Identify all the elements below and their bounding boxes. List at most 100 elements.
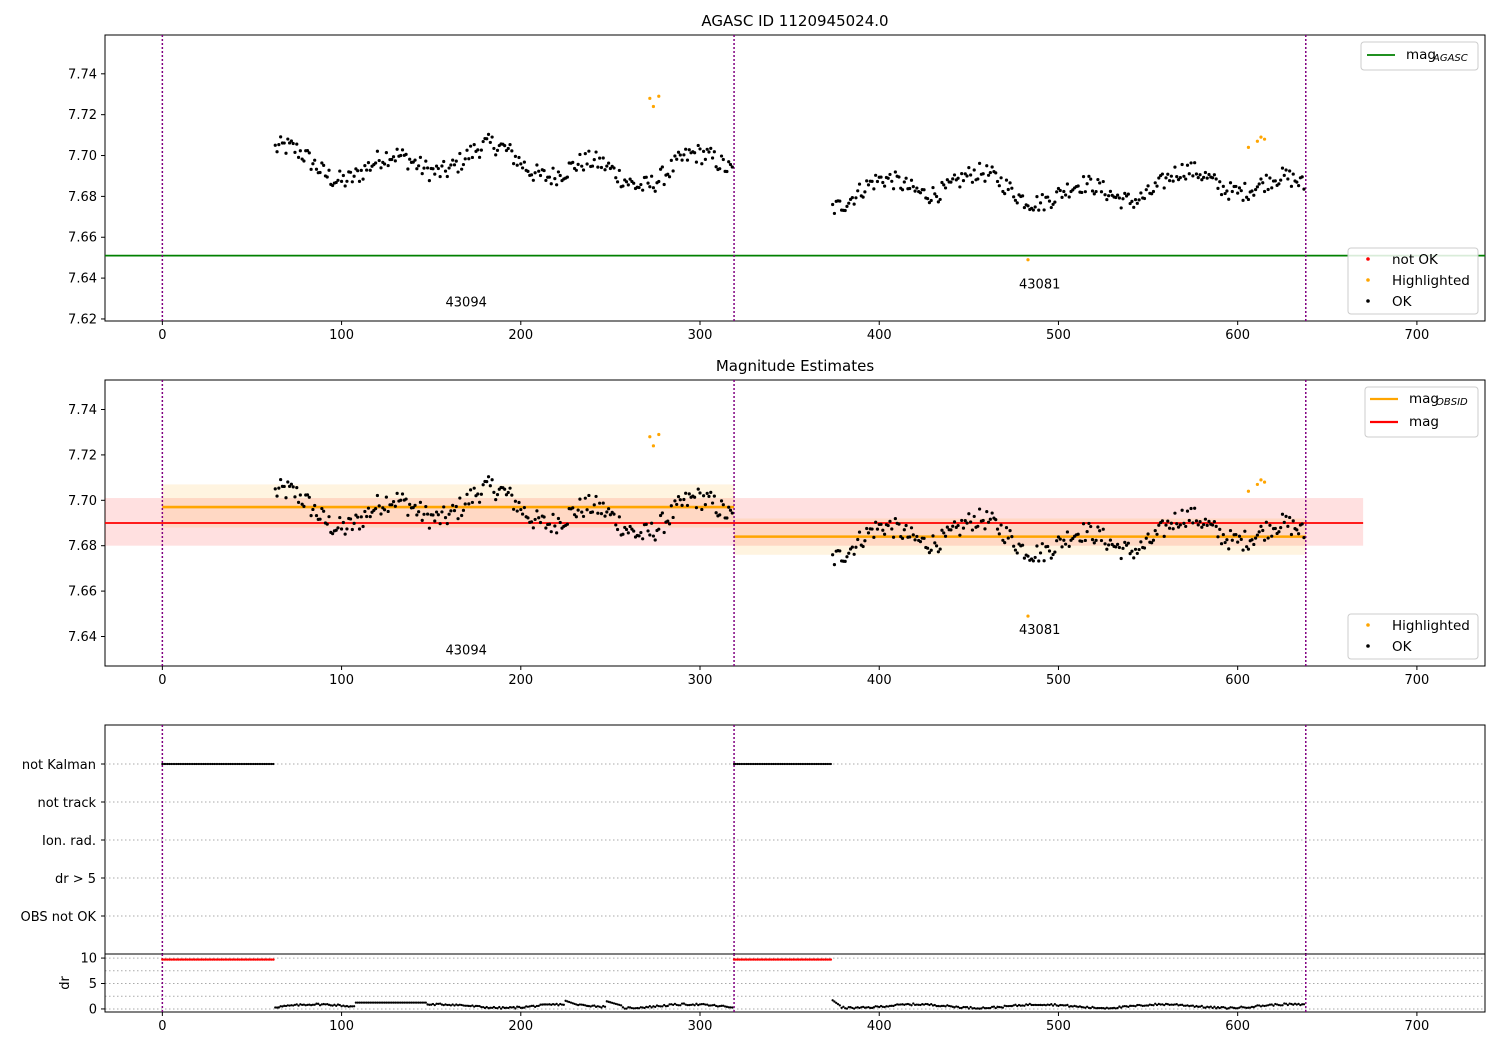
dr-point: [1266, 1004, 1270, 1007]
dr-point: [1137, 1003, 1141, 1007]
highlighted-point: [657, 94, 661, 98]
not-kalman-point: [198, 762, 202, 766]
ok-point: [529, 520, 534, 524]
not-kalman-point: [220, 762, 223, 766]
not-kalman-point: [166, 762, 169, 766]
ok-point: [933, 541, 937, 545]
ok-point: [481, 139, 485, 144]
dr-point: [1010, 1004, 1014, 1008]
ok-point: [1175, 175, 1179, 179]
dr-point: [1211, 1006, 1214, 1010]
ok-point: [411, 506, 415, 510]
ok-point: [433, 172, 437, 176]
ok-point: [601, 156, 605, 160]
ok-point: [291, 141, 295, 146]
ok-point: [553, 177, 557, 181]
ok-point: [520, 166, 525, 170]
ok-point: [314, 513, 319, 518]
middle-x-tick-label: 100: [329, 673, 354, 688]
dr-point: [682, 1002, 686, 1005]
ok-point: [883, 532, 887, 536]
dr-point: [1175, 1003, 1178, 1006]
highlighted-point: [1262, 480, 1267, 484]
dr-point: [553, 1003, 556, 1006]
ok-point: [314, 167, 319, 171]
ok-point: [1234, 184, 1238, 189]
ok-point: [463, 502, 467, 506]
dr-clipped-point: [211, 958, 214, 961]
dr-point: [903, 1003, 906, 1006]
ok-point: [339, 527, 344, 531]
ok-point: [322, 509, 326, 513]
ok-point: [298, 493, 302, 497]
not-kalman-point: [207, 762, 211, 766]
ok-point: [454, 159, 458, 163]
ok-point: [494, 153, 498, 157]
dr-point: [989, 1006, 992, 1010]
dr-point: [317, 1002, 320, 1005]
ok-point: [712, 150, 716, 154]
ok-point: [1144, 536, 1148, 540]
ok-point: [427, 526, 431, 530]
dr-point: [1263, 1004, 1266, 1008]
not-kalman-point: [256, 762, 259, 766]
ok-point: [942, 531, 946, 535]
ok-point: [685, 158, 690, 162]
ok-point: [565, 522, 569, 526]
ok-point: [363, 509, 367, 514]
ok-point: [1006, 187, 1010, 192]
dr-clipped-point: [732, 958, 736, 961]
ok-point: [1246, 197, 1251, 202]
ok-point: [983, 179, 987, 183]
top-y-tick-label: 7.62: [68, 312, 97, 327]
ok-point: [709, 490, 713, 494]
dr-point: [632, 1007, 635, 1010]
ok-point: [1137, 547, 1141, 552]
dr-point: [1204, 1006, 1207, 1009]
ok-point: [343, 184, 347, 188]
ok-point: [307, 151, 311, 155]
dr-point: [722, 1004, 725, 1007]
dr-point: [928, 1003, 931, 1007]
ok-point: [1225, 189, 1229, 193]
dr-point: [535, 1004, 539, 1008]
ok-point: [576, 162, 580, 166]
dr-clipped-point: [243, 958, 246, 961]
dr-clipped-point: [265, 958, 268, 961]
dr-point: [835, 1001, 838, 1004]
ok-point: [972, 514, 976, 519]
ok-point: [1087, 521, 1091, 526]
dr-point: [1003, 1004, 1006, 1007]
ok-point: [425, 512, 430, 516]
ok-point: [596, 511, 600, 515]
not-kalman-point: [179, 762, 182, 766]
ok-point: [399, 498, 403, 502]
ok-point: [669, 158, 673, 163]
dr-clipped-point: [750, 958, 754, 961]
dr-clipped-point: [213, 958, 216, 961]
ok-point: [1216, 535, 1220, 539]
ok-point: [727, 160, 731, 164]
ok-point: [915, 534, 919, 539]
ok-point: [298, 149, 302, 153]
ok-point: [598, 156, 602, 160]
dr-point: [569, 1001, 573, 1004]
ok-point: [477, 500, 482, 504]
dr-point: [401, 1001, 404, 1004]
dr-point: [992, 1005, 996, 1008]
dr-clipped-point: [173, 958, 177, 961]
dr-point: [442, 1003, 445, 1007]
ok-point: [918, 191, 923, 195]
ok-point: [693, 151, 697, 155]
dr-point: [1023, 1004, 1026, 1007]
ok-point: [336, 526, 340, 530]
ok-point: [890, 527, 894, 531]
ok-point: [1180, 162, 1184, 167]
dr-clipped-point: [263, 958, 266, 961]
ok-point: [1286, 177, 1290, 181]
ok-point: [1139, 191, 1143, 195]
dr-y-tick-label: 10: [80, 952, 97, 967]
dr-clipped-point: [813, 958, 816, 961]
dr-point: [286, 1004, 289, 1007]
dr-point: [646, 1006, 650, 1009]
